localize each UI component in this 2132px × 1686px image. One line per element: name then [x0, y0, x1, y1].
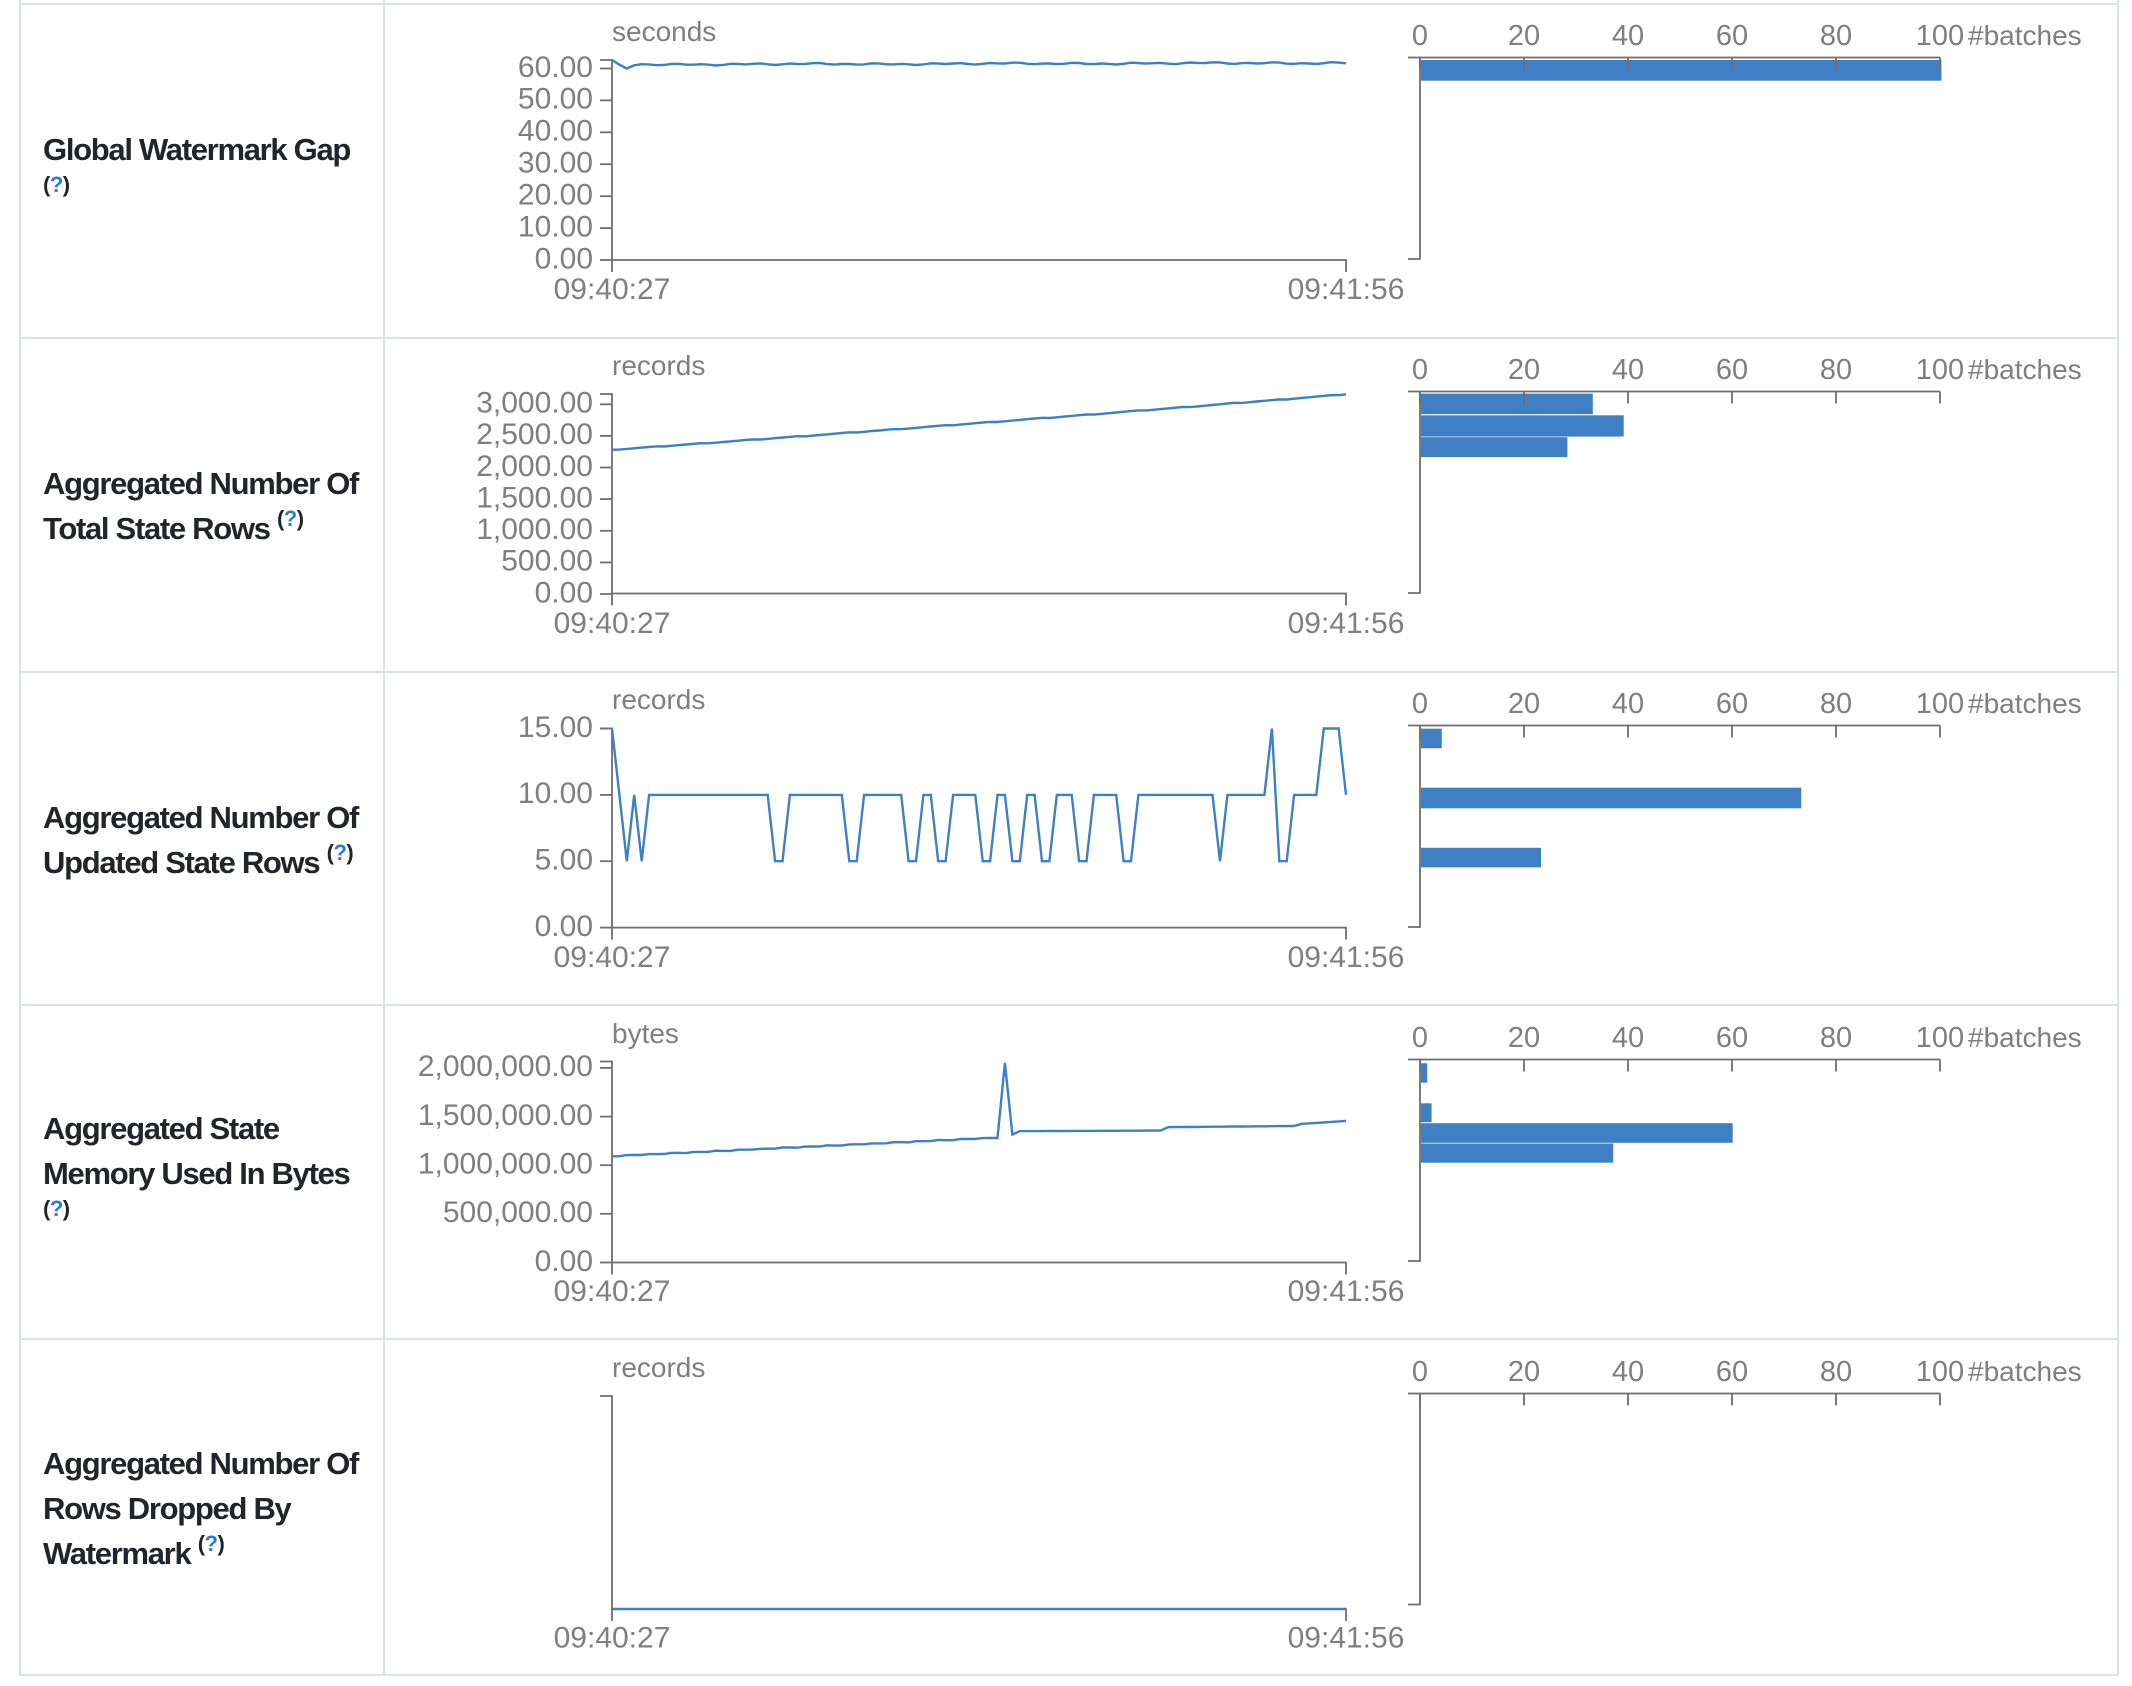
- svg-text:5.00: 5.00: [535, 844, 593, 877]
- svg-text:2,500.00: 2,500.00: [476, 418, 593, 451]
- svg-text:#batches: #batches: [1968, 1022, 2082, 1053]
- svg-text:80: 80: [1820, 354, 1852, 386]
- svg-text:09:41:56: 09:41:56: [1288, 941, 1405, 974]
- svg-text:records: records: [612, 1352, 705, 1383]
- svg-text:0.00: 0.00: [535, 576, 593, 609]
- svg-text:60.00: 60.00: [518, 51, 593, 84]
- svg-text:100: 100: [1916, 1022, 1964, 1054]
- svg-text:09:40:27: 09:40:27: [554, 1621, 671, 1654]
- svg-text:80: 80: [1820, 1356, 1852, 1388]
- svg-text:1,500.00: 1,500.00: [476, 481, 593, 514]
- svg-text:0: 0: [1412, 20, 1428, 52]
- svg-text:records: records: [612, 684, 705, 715]
- svg-text:0.00: 0.00: [535, 1244, 593, 1277]
- svg-text:2,000.00: 2,000.00: [476, 450, 593, 483]
- svg-text:20: 20: [1508, 688, 1540, 720]
- svg-text:20: 20: [1508, 1022, 1540, 1054]
- svg-text:0: 0: [1412, 1356, 1428, 1388]
- svg-text:0: 0: [1412, 688, 1428, 720]
- svg-text:09:41:56: 09:41:56: [1288, 1275, 1405, 1308]
- svg-text:60: 60: [1716, 1356, 1748, 1388]
- svg-text:0.00: 0.00: [535, 910, 593, 943]
- svg-text:09:40:27: 09:40:27: [554, 607, 671, 640]
- svg-text:10.00: 10.00: [518, 210, 593, 243]
- svg-text:20: 20: [1508, 20, 1540, 52]
- svg-text:09:40:27: 09:40:27: [554, 941, 671, 974]
- svg-text:1,500,000.00: 1,500,000.00: [418, 1098, 593, 1131]
- svg-text:60: 60: [1716, 20, 1748, 52]
- svg-text:#batches: #batches: [1968, 20, 2082, 51]
- svg-text:80: 80: [1820, 688, 1852, 720]
- svg-text:09:41:56: 09:41:56: [1288, 607, 1405, 640]
- svg-text:100: 100: [1916, 688, 1964, 720]
- svg-text:40: 40: [1612, 20, 1644, 52]
- svg-text:1,000.00: 1,000.00: [476, 513, 593, 546]
- svg-text:3,000.00: 3,000.00: [476, 387, 593, 420]
- svg-text:500,000.00: 500,000.00: [443, 1196, 593, 1229]
- svg-text:2,000,000.00: 2,000,000.00: [418, 1050, 593, 1083]
- svg-text:0: 0: [1412, 354, 1428, 386]
- svg-text:09:41:56: 09:41:56: [1288, 1621, 1405, 1654]
- svg-text:20: 20: [1508, 1356, 1540, 1388]
- svg-text:40.00: 40.00: [518, 115, 593, 148]
- svg-text:20.00: 20.00: [518, 179, 593, 212]
- svg-text:500.00: 500.00: [501, 545, 593, 578]
- svg-text:80: 80: [1820, 20, 1852, 52]
- svg-text:09:41:56: 09:41:56: [1288, 273, 1405, 306]
- svg-text:30.00: 30.00: [518, 147, 593, 180]
- svg-text:15.00: 15.00: [518, 711, 593, 744]
- svg-text:records: records: [612, 350, 705, 381]
- svg-text:#batches: #batches: [1968, 688, 2082, 719]
- svg-text:100: 100: [1916, 354, 1964, 386]
- svg-text:50.00: 50.00: [518, 83, 593, 116]
- svg-text:0: 0: [1412, 1022, 1428, 1054]
- svg-text:40: 40: [1612, 1356, 1644, 1388]
- svg-text:100: 100: [1916, 20, 1964, 52]
- svg-text:09:40:27: 09:40:27: [554, 1275, 671, 1308]
- svg-text:10.00: 10.00: [518, 777, 593, 810]
- svg-text:#batches: #batches: [1968, 354, 2082, 385]
- svg-text:100: 100: [1916, 1356, 1964, 1388]
- svg-text:#batches: #batches: [1968, 1356, 2082, 1387]
- svg-text:bytes: bytes: [612, 1018, 679, 1049]
- svg-text:1,000,000.00: 1,000,000.00: [418, 1147, 593, 1180]
- svg-text:09:40:27: 09:40:27: [554, 273, 671, 306]
- svg-text:40: 40: [1612, 688, 1644, 720]
- svg-text:0.00: 0.00: [535, 242, 593, 275]
- svg-text:60: 60: [1716, 1022, 1748, 1054]
- svg-text:seconds: seconds: [612, 16, 716, 47]
- svg-text:40: 40: [1612, 1022, 1644, 1054]
- svg-text:60: 60: [1716, 688, 1748, 720]
- svg-text:40: 40: [1612, 354, 1644, 386]
- svg-text:60: 60: [1716, 354, 1748, 386]
- svg-text:80: 80: [1820, 1022, 1852, 1054]
- svg-text:20: 20: [1508, 354, 1540, 386]
